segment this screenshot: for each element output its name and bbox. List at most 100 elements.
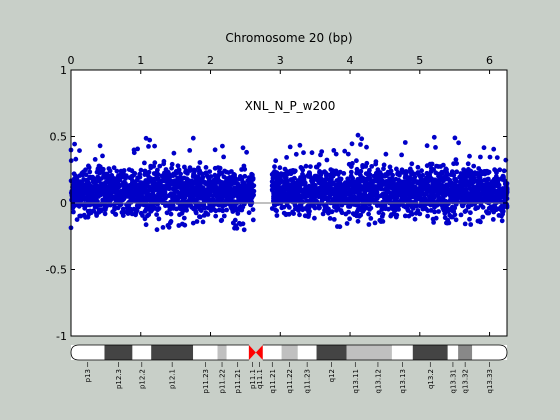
data-point bbox=[272, 164, 277, 170]
data-point bbox=[198, 208, 204, 214]
data-point bbox=[415, 164, 421, 170]
ideogram-band bbox=[151, 345, 194, 360]
data-point bbox=[458, 212, 464, 218]
data-point bbox=[344, 221, 350, 226]
ideogram-band bbox=[104, 345, 133, 360]
y-tick-label: -0.5 bbox=[46, 264, 67, 277]
data-point bbox=[300, 167, 306, 173]
data-point bbox=[300, 199, 306, 205]
data-point bbox=[224, 207, 230, 213]
data-point bbox=[221, 154, 227, 160]
data-point bbox=[146, 212, 152, 218]
band-label: p13 bbox=[84, 369, 92, 382]
data-point bbox=[425, 213, 430, 219]
data-point bbox=[500, 211, 505, 217]
data-point bbox=[475, 205, 481, 211]
data-point bbox=[467, 216, 472, 222]
data-point bbox=[355, 218, 361, 224]
data-point bbox=[218, 218, 224, 224]
data-point bbox=[501, 168, 507, 174]
data-point bbox=[243, 198, 248, 204]
band-label: p11.23 bbox=[202, 369, 210, 393]
ideogram-band bbox=[71, 345, 105, 360]
data-point bbox=[428, 202, 434, 208]
data-point bbox=[286, 211, 292, 217]
band-label: q13.32 bbox=[462, 369, 470, 393]
data-point bbox=[327, 216, 333, 221]
data-point bbox=[366, 222, 372, 227]
data-point bbox=[138, 167, 144, 173]
data-point bbox=[244, 149, 250, 155]
data-point bbox=[220, 208, 226, 214]
data-point bbox=[446, 220, 452, 226]
data-point bbox=[309, 150, 315, 156]
data-point bbox=[169, 165, 175, 171]
data-point bbox=[402, 213, 408, 219]
data-point bbox=[273, 158, 279, 164]
data-point bbox=[324, 157, 330, 163]
data-point bbox=[212, 147, 218, 153]
data-point bbox=[364, 144, 369, 150]
data-point bbox=[306, 214, 311, 219]
data-point bbox=[345, 151, 351, 157]
data-point bbox=[286, 205, 292, 210]
data-point bbox=[495, 178, 500, 184]
data-point bbox=[292, 168, 298, 174]
data-point bbox=[242, 166, 248, 172]
data-point bbox=[131, 147, 137, 153]
data-point bbox=[368, 205, 374, 211]
data-point bbox=[232, 217, 238, 223]
data-point bbox=[120, 213, 126, 219]
x-tick-label: 2 bbox=[207, 54, 214, 67]
x-tick-label: 6 bbox=[486, 54, 493, 67]
data-point bbox=[433, 215, 439, 221]
data-point bbox=[381, 162, 387, 168]
data-point bbox=[394, 212, 400, 218]
data-point bbox=[117, 177, 123, 183]
ideogram-band bbox=[472, 345, 507, 360]
data-point bbox=[251, 183, 257, 189]
data-point bbox=[453, 157, 459, 163]
ideogram-band bbox=[217, 345, 227, 360]
ideogram-band bbox=[262, 345, 282, 360]
data-point bbox=[486, 169, 492, 175]
centromere-band bbox=[248, 345, 256, 360]
chart-title: Chromosome 20 (bp) bbox=[225, 31, 352, 45]
data-point bbox=[155, 167, 160, 173]
data-point bbox=[187, 148, 193, 153]
data-point bbox=[468, 210, 473, 216]
data-point bbox=[217, 165, 223, 171]
data-point bbox=[216, 202, 222, 208]
data-point bbox=[135, 146, 141, 152]
data-point bbox=[409, 161, 415, 167]
data-point bbox=[354, 158, 359, 164]
data-point bbox=[297, 142, 303, 148]
data-point bbox=[499, 218, 505, 224]
data-point bbox=[251, 192, 256, 198]
data-point bbox=[429, 161, 435, 167]
data-point bbox=[456, 140, 461, 146]
data-point bbox=[478, 154, 483, 160]
data-point bbox=[388, 168, 394, 174]
ideogram-band bbox=[447, 345, 459, 360]
data-point bbox=[380, 219, 386, 224]
data-point bbox=[193, 210, 199, 216]
data-point bbox=[440, 162, 446, 168]
data-point bbox=[326, 206, 331, 212]
data-point bbox=[354, 166, 360, 172]
data-point bbox=[155, 172, 161, 178]
ideogram-band bbox=[226, 345, 249, 360]
data-point bbox=[92, 157, 98, 162]
data-point bbox=[197, 160, 203, 165]
x-tick-label: 0 bbox=[68, 54, 75, 67]
data-point bbox=[143, 222, 149, 228]
data-point bbox=[192, 167, 198, 173]
data-point bbox=[152, 160, 158, 166]
data-point bbox=[454, 178, 459, 184]
data-point bbox=[163, 195, 168, 201]
ideogram-band bbox=[316, 345, 347, 360]
data-point bbox=[240, 221, 246, 227]
data-point bbox=[176, 223, 182, 228]
data-point bbox=[452, 212, 458, 218]
band-label: q13.11 bbox=[352, 369, 360, 393]
